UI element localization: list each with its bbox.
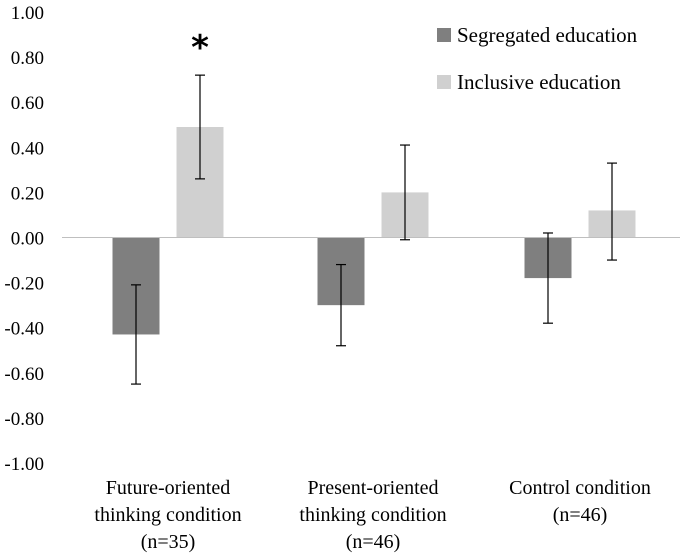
y-tick-label: 0.60	[11, 93, 44, 114]
significance-marker: *	[191, 28, 209, 68]
legend-swatch	[437, 28, 451, 42]
x-category-label: Control condition	[509, 477, 651, 499]
error-bars	[131, 74, 617, 385]
y-tick-label: 0.80	[11, 48, 44, 69]
legend-label: Segregated education	[457, 23, 638, 47]
x-category-label: Future-oriented	[106, 477, 230, 499]
y-tick-label: 1.00	[11, 3, 44, 24]
y-tick-label: -0.20	[4, 274, 44, 295]
y-tick-label: -0.40	[4, 319, 44, 340]
x-category-label: thinking condition	[299, 504, 446, 526]
x-category-label: (n=46)	[346, 531, 401, 553]
x-category-label: Present-oriented	[307, 477, 438, 499]
legend: Segregated education Inclusive education	[437, 23, 638, 94]
x-category-label: (n=46)	[553, 504, 608, 526]
y-tick-label: 0.40	[11, 138, 44, 159]
y-tick-label: -1.00	[4, 454, 44, 475]
y-tick-label: -0.80	[4, 409, 44, 430]
x-category-label: thinking condition	[94, 504, 241, 526]
legend-swatch	[437, 75, 451, 89]
bars	[112, 127, 636, 335]
y-tick-label: 0.00	[11, 229, 44, 250]
x-axis-category-labels: Future-oriented thinking condition (n=35) P…	[94, 477, 650, 553]
legend-label: Inclusive education	[457, 70, 621, 94]
y-tick-label: 0.20	[11, 183, 44, 204]
x-category-label: (n=35)	[141, 531, 196, 553]
y-tick-label: -0.60	[4, 364, 44, 385]
y-axis-tick-labels: 1.00 0.80 0.60 0.40 0.20 0.00 -0.20 -0.40 -0.60 -…	[4, 3, 44, 475]
annotations: *	[191, 28, 209, 68]
